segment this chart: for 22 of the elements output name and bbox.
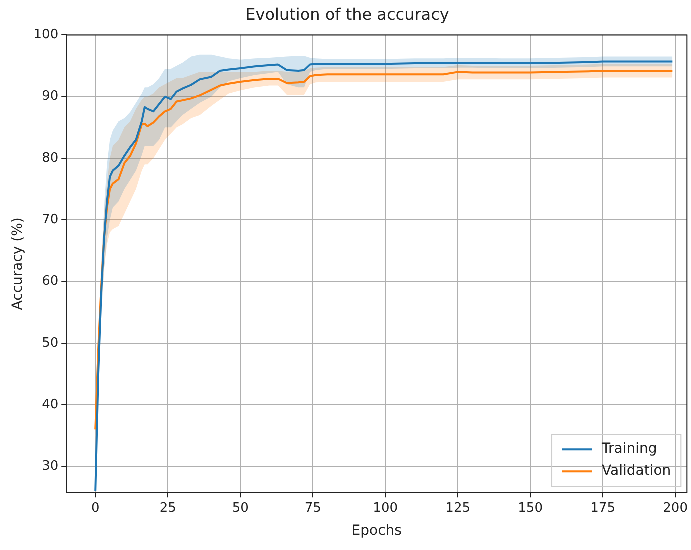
y-tick-label: 50 (42, 336, 59, 351)
x-tick-label: 0 (91, 500, 100, 516)
y-tick-label: 80 (42, 150, 59, 166)
legend-label: Validation (602, 463, 672, 480)
x-tick-label: 25 (160, 500, 176, 516)
y-tick-label: 100 (34, 28, 59, 43)
x-tick-label: 75 (304, 500, 322, 516)
x-tick-label: 175 (590, 500, 616, 516)
x-tick-label: 150 (518, 500, 543, 516)
x-tick-label: 50 (232, 500, 249, 516)
x-axis-title: Epochs (352, 523, 402, 540)
x-tick-label: 200 (663, 500, 688, 516)
y-tick-label: 30 (42, 459, 59, 474)
chart-title: Evolution of the accuracy (246, 4, 450, 24)
y-tick-label: 90 (42, 89, 59, 104)
y-tick-label: 60 (42, 274, 59, 290)
y-tick-label: 40 (42, 397, 59, 412)
x-tick-label: 125 (446, 500, 470, 516)
legend-label: Training (601, 441, 658, 458)
y-axis-title: Accuracy (%) (10, 218, 26, 310)
x-tick-label: 100 (373, 500, 398, 516)
y-tick-label: 70 (42, 212, 59, 228)
